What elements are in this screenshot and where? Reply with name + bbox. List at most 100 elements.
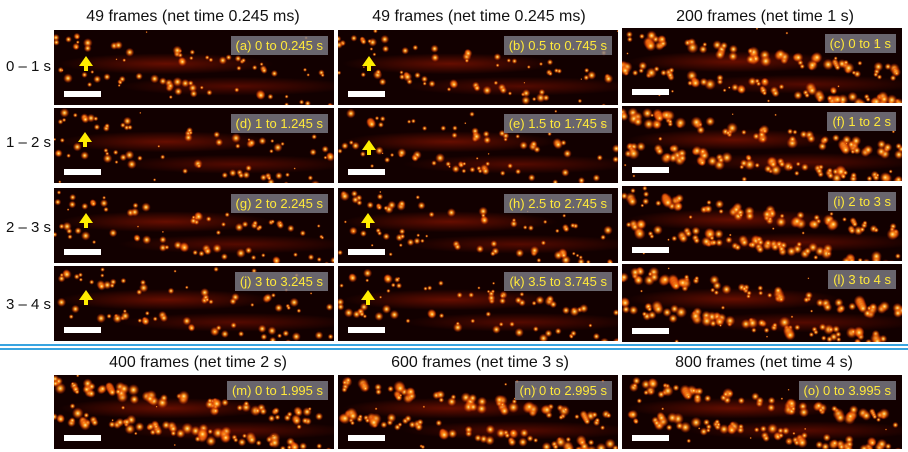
fluorescence-spot [76,375,80,378]
fluorescence-spot [697,427,701,430]
fluorescence-spot [204,55,210,60]
fluorescence-spot [507,91,513,96]
fluorescence-spot [815,92,826,103]
fluorescence-spot [367,119,377,129]
fluorescence-spot [585,259,591,263]
fluorescence-spot [68,200,77,209]
fluorescence-spot [596,154,603,161]
fluorescence-spot [134,431,138,436]
fluorescence-spot [246,434,257,445]
fluorescence-spot [189,89,198,98]
fluorescence-spot [499,86,508,95]
fluorescence-spot [287,224,295,233]
fluorescence-spot [807,277,810,280]
fluorescence-spot [279,221,282,224]
fluorescence-spot [369,47,374,51]
fluorescence-spot [161,230,165,234]
column-title-2: 49 frames (net time 0.245 ms) [372,8,586,25]
fluorescence-spot [356,199,363,206]
fluorescence-spot [482,130,490,138]
fluorescence-spot [702,42,708,47]
fluorescence-spot [377,205,382,210]
panel-caption: (j) 3 to 3.245 s [234,272,328,291]
fluorescence-spot [212,407,219,415]
fluorescence-spot [207,398,213,404]
fluorescence-spot [875,173,880,178]
fluorescence-spot [642,191,650,198]
fluorescence-spot [423,286,428,291]
fluorescence-spot [233,437,239,443]
fluorescence-spot [605,412,612,419]
fluorescence-spot [348,273,358,283]
fluorescence-spot [703,204,713,214]
fluorescence-spot [666,71,675,80]
fluorescence-spot [784,329,796,341]
fluorescence-spot [690,116,703,129]
fluorescence-spot [583,418,591,425]
fluorescence-spot [90,70,95,74]
fluorescence-spot [774,113,777,117]
fluorescence-spot [646,306,653,312]
fluorescence-spot [866,175,873,181]
fluorescence-spot [383,274,393,284]
fluorescence-spot [70,381,75,386]
fluorescence-spot [112,313,123,324]
fluorescence-spot [652,303,664,315]
fluorescence-spot [114,160,119,165]
fluorescence-spot [398,228,406,235]
fluorescence-spot [868,302,878,312]
fluorescence-spot [671,235,678,242]
fluorescence-spot [813,329,819,335]
fluorescence-spot [868,438,877,447]
fluorescence-spot [172,45,183,56]
fluorescence-spot [767,396,776,405]
fluorescence-spot [633,418,639,425]
fluorescence-spot [54,39,60,46]
fluorescence-spot [324,261,330,263]
fluorescence-spot [231,133,241,144]
fluorescence-spot [205,216,212,222]
fluorescence-spot [655,146,664,156]
fluorescence-spot [653,419,661,427]
fluorescence-spot [871,335,883,342]
fluorescence-spot [662,307,672,318]
fluorescence-spot [553,68,559,74]
fluorescence-spot [699,148,707,156]
image-panel-d: (d) 1 to 1.245 s [54,108,334,183]
fluorescence-spot [301,417,309,425]
fluorescence-spot [826,171,835,180]
fluorescence-spot [579,441,590,449]
fluorescence-spot [715,422,722,428]
fluorescence-spot [490,240,498,248]
fluorescence-spot [360,38,367,45]
fluorescence-spot [845,142,848,145]
fluorescence-spot [642,107,653,119]
fluorescence-spot [748,240,757,249]
fluorescence-spot [399,70,404,75]
fluorescence-spot [833,56,838,61]
fluorescence-spot [362,314,368,319]
fluorescence-spot [220,329,229,339]
fluorescence-spot [100,267,105,272]
fluorescence-spot [813,254,819,260]
fluorescence-spot [575,253,580,258]
fluorescence-spot [386,413,397,423]
fluorescence-spot [727,425,737,435]
fluorescence-spot [570,222,576,229]
fluorescence-spot [785,31,789,35]
fluorescence-spot [360,72,366,78]
fluorescence-spot [304,100,311,105]
fluorescence-spot [698,44,708,54]
fluorescence-spot [368,416,380,429]
fluorescence-spot [159,235,167,244]
fluorescence-spot [804,92,810,99]
fluorescence-spot [416,233,421,238]
fluorescence-spot [208,57,214,63]
fluorescence-spot [379,295,383,299]
fluorescence-spot [420,444,426,449]
fluorescence-spot [486,289,491,294]
scale-bar [64,249,101,255]
fluorescence-spot [430,53,440,63]
fluorescence-spot [375,69,382,76]
fluorescence-spot [387,385,394,393]
